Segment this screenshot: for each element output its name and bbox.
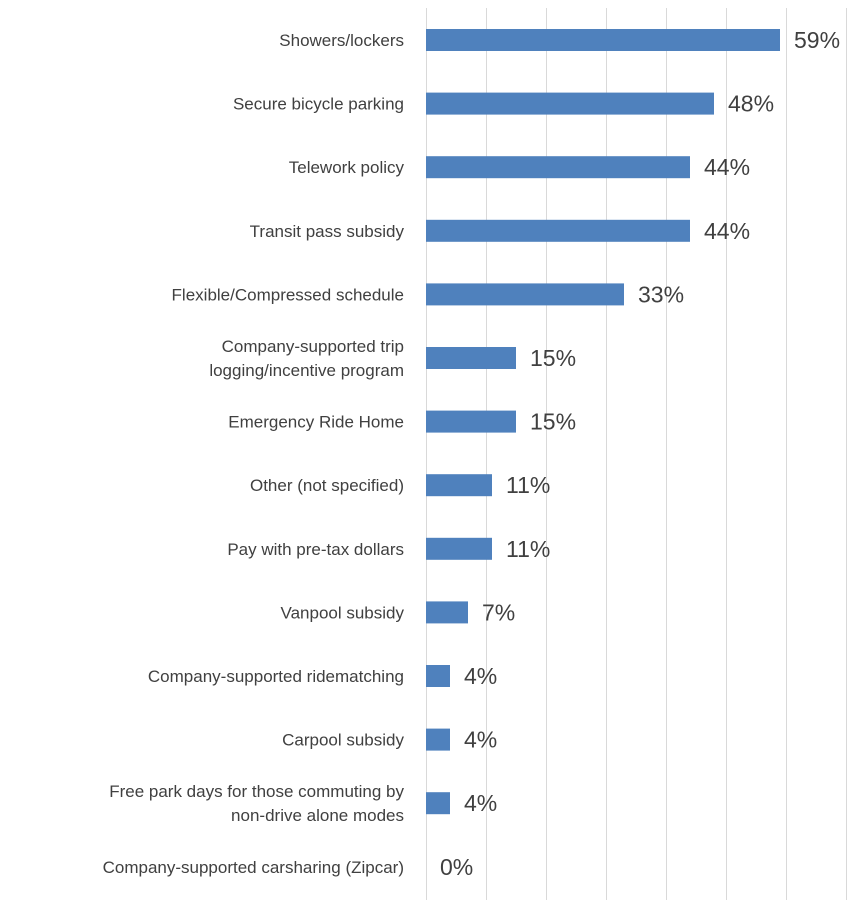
bar: [426, 92, 714, 115]
tick-label: Flexible/Compressed schedule: [172, 285, 404, 304]
tick-label: Secure bicycle parking: [233, 95, 404, 114]
bars: [426, 29, 780, 815]
bar: [426, 156, 690, 179]
data-label: 15%: [530, 409, 576, 435]
bar: [426, 283, 624, 306]
data-label: 48%: [728, 91, 774, 117]
data-label: 15%: [530, 345, 576, 371]
tick-label: Carpool subsidy: [282, 731, 404, 750]
data-label: 11%: [506, 472, 550, 498]
tick-label: Vanpool subsidy: [281, 603, 405, 622]
data-label: 4%: [464, 790, 497, 816]
bar: [426, 347, 516, 369]
bar: [426, 474, 492, 497]
tick-label: Transit pass subsidy: [250, 222, 405, 241]
bar: [426, 792, 450, 815]
data-label: 4%: [464, 727, 497, 753]
tick-label: Pay with pre-tax dollars: [227, 540, 404, 559]
tick-label: Showers/lockers: [279, 31, 404, 50]
tick-label: Emergency Ride Home: [228, 413, 404, 432]
tick-label: Company-supported ridematching: [148, 667, 404, 686]
bar: [426, 29, 780, 51]
data-label: 11%: [506, 536, 550, 562]
tick-label: Telework policy: [289, 158, 405, 177]
data-label: 0%: [440, 854, 473, 880]
tick-label: Other (not specified): [250, 476, 404, 495]
data-label: 44%: [704, 218, 750, 244]
bar: [426, 728, 450, 751]
data-label: 59%: [794, 27, 840, 53]
category-labels: Showers/lockers Secure bicycle parking Tel…: [103, 31, 405, 877]
gridlines: [426, 8, 847, 900]
tick-label: Company-supported trip logging/incentive …: [209, 337, 404, 380]
data-label: 33%: [638, 281, 684, 307]
bar: [426, 601, 468, 624]
data-label: 7%: [482, 599, 515, 625]
tick-label: Free park days for those commuting by non…: [109, 782, 404, 825]
value-labels: 59% 48% 44% 44% 33% 15% 15% 11% 11% 7% 4% 4% 4% 0%: [440, 27, 840, 880]
bar: [426, 410, 516, 433]
bar: [426, 219, 690, 242]
data-label: 44%: [704, 154, 750, 180]
bar: [426, 665, 450, 687]
bar: [426, 537, 492, 560]
data-label: 4%: [464, 663, 497, 689]
tick-label: Company-supported carsharing (Zipcar): [103, 858, 404, 877]
